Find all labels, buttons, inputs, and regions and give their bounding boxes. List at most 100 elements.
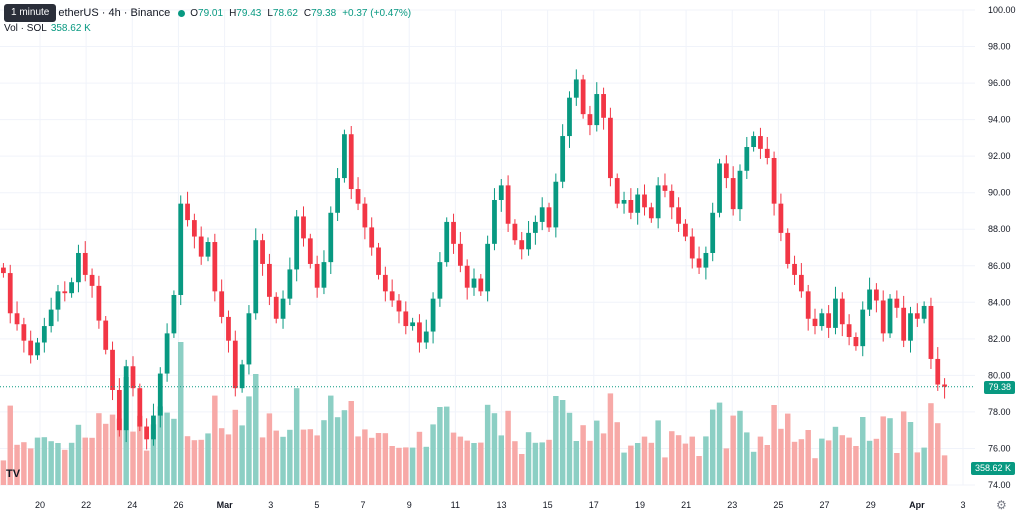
- candle-body: [123, 366, 129, 431]
- price-tick-label: 90.00: [988, 188, 1011, 198]
- volume-bar: [300, 429, 307, 485]
- candle-body: [355, 189, 361, 204]
- candle-body: [621, 200, 627, 204]
- volume-bar: [703, 436, 709, 485]
- candle-body: [205, 242, 211, 257]
- volume-bar: [341, 410, 348, 485]
- candle-body: [130, 366, 136, 389]
- volume-bar: [7, 405, 13, 485]
- candle-body: [7, 273, 13, 314]
- candle-body: [498, 185, 504, 200]
- volume-bar: [757, 436, 764, 485]
- candle-body: [267, 263, 272, 297]
- candle-body: [785, 232, 791, 264]
- candle-body: [287, 269, 293, 299]
- volume-bar: [655, 420, 661, 485]
- volume-bar: [525, 432, 532, 485]
- time-tick-label: 7: [361, 500, 366, 510]
- symbol-label[interactable]: etherUS · 4h · Binance: [58, 7, 171, 19]
- candle-body: [232, 340, 238, 389]
- volume-bar: [819, 438, 825, 485]
- volume-bar: [614, 422, 620, 485]
- candle-body: [464, 265, 470, 288]
- volume-bar: [771, 405, 777, 485]
- volume-tag: 358.62 K: [970, 462, 1015, 475]
- volume-bar: [682, 443, 689, 485]
- price-tick-label: 100.00: [988, 5, 1016, 15]
- price-axis[interactable]: 100.00 98.00 96.00 94.00 92.00 90.00 88.00 86.0…: [988, 5, 1016, 490]
- volume-bar: [82, 437, 88, 485]
- candle-body: [683, 223, 688, 237]
- time-tick-label: 19: [635, 500, 645, 510]
- interval-badge[interactable]: 1 minute: [4, 4, 57, 22]
- candle-body: [744, 147, 750, 171]
- candle-body: [14, 313, 20, 325]
- volume-bar: [607, 393, 614, 485]
- time-tick-label: 29: [866, 500, 876, 510]
- candle-body: [389, 291, 395, 301]
- candle-body: [805, 291, 811, 319]
- gear-icon[interactable]: ⚙: [996, 498, 1007, 512]
- candle-body: [601, 94, 606, 118]
- volume-bar: [880, 416, 886, 485]
- price-tick-label: 78.00: [988, 407, 1011, 417]
- volume-bar: [853, 446, 859, 485]
- candle-body: [76, 252, 81, 283]
- candle-body: [69, 282, 74, 294]
- candle-body: [348, 134, 354, 190]
- volume-bar: [171, 418, 177, 485]
- candle-body: [335, 178, 340, 213]
- volume-bar: [355, 436, 361, 485]
- candle-body: [444, 221, 450, 263]
- ohlc-open: O79.01: [190, 7, 224, 19]
- candle-body: [417, 322, 422, 343]
- candles: [1, 69, 947, 450]
- candle-body: [853, 337, 859, 347]
- volume-bar: [259, 437, 266, 485]
- price-tick-label: 76.00: [988, 443, 1011, 453]
- volume-bar: [205, 433, 211, 485]
- time-tick-label: 21: [681, 500, 691, 510]
- candle-body: [655, 185, 661, 219]
- candle-body: [430, 298, 436, 332]
- volume-bar: [798, 439, 805, 485]
- volume-bar: [573, 441, 580, 485]
- candle-body: [921, 305, 927, 319]
- candle-body: [246, 313, 252, 365]
- volume-bar: [464, 440, 470, 485]
- ohlc-low: L78.62: [267, 7, 298, 19]
- time-tick-label: 24: [127, 500, 137, 510]
- volume-bar: [750, 451, 757, 485]
- time-tick-label: 5: [314, 500, 319, 510]
- candle-body: [812, 318, 818, 327]
- price-tick-label: 74.00: [988, 480, 1011, 490]
- volume-bar: [423, 446, 429, 485]
- candle-body: [137, 388, 143, 427]
- candle-body: [437, 262, 443, 299]
- volume-bar: [116, 418, 123, 485]
- volume-bar: [102, 423, 109, 485]
- volume-bar: [62, 449, 68, 485]
- tradingview-logo-icon[interactable]: TV: [6, 468, 21, 480]
- time-tick-label: 9: [407, 500, 412, 510]
- candle-body: [260, 240, 265, 264]
- volume-bar: [362, 429, 368, 485]
- volume-bar: [348, 401, 354, 485]
- candle-body: [294, 216, 300, 270]
- volume-label: Vol · SOL: [4, 23, 47, 34]
- candle-body: [191, 220, 197, 237]
- volume-bar: [900, 411, 907, 485]
- time-tick-label: 25: [773, 500, 783, 510]
- volume-bar: [744, 432, 750, 485]
- volume-bar: [935, 423, 941, 485]
- candle-body: [342, 134, 347, 179]
- candle-body: [519, 240, 525, 250]
- volume-bar: [321, 420, 327, 485]
- time-axis[interactable]: 20 22 24 26 Mar 3 5 7 9 11 13 15 17 19 21 23 25 27 29 Apr 3: [35, 500, 966, 510]
- candle-body: [457, 243, 463, 266]
- candle-body: [860, 309, 866, 347]
- volume-bar: [887, 418, 893, 485]
- volume-bar: [273, 430, 279, 485]
- candle-body: [396, 300, 402, 312]
